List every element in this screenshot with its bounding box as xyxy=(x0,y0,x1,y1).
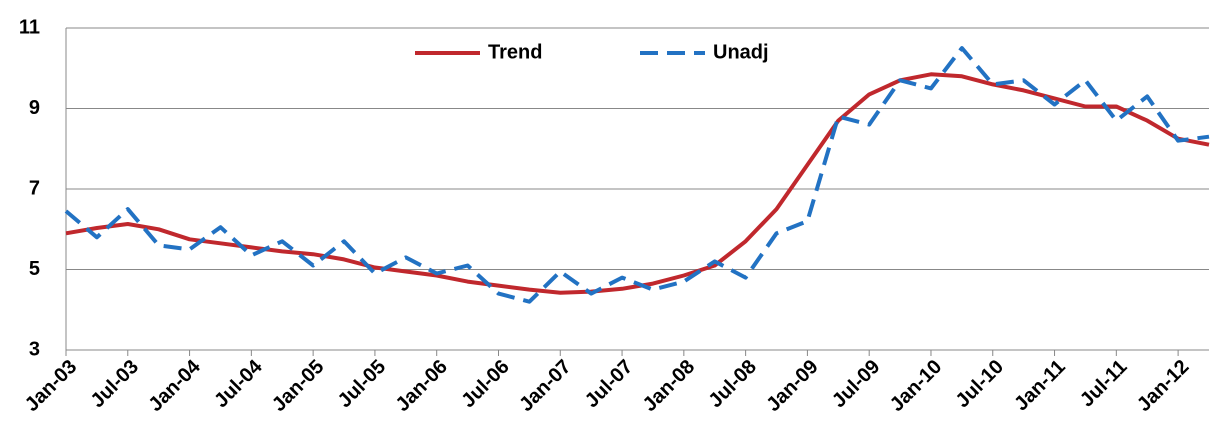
y-tick-label: 7 xyxy=(29,177,40,199)
x-tick-label: Jan-11 xyxy=(1010,356,1070,416)
x-tick-label: Jul-11 xyxy=(1076,356,1132,412)
x-tick-label: Jul-10 xyxy=(952,356,1008,412)
x-tick-label: Jan-06 xyxy=(392,356,452,416)
x-tick-label: Jul-03 xyxy=(87,356,143,412)
x-tick-label: Jan-08 xyxy=(639,356,699,416)
y-tick-label: 11 xyxy=(19,16,40,38)
x-tick-label: Jan-07 xyxy=(515,356,575,416)
x-tick-label: Jul-07 xyxy=(581,356,637,412)
x-tick-label: Jan-03 xyxy=(21,356,81,416)
legend-label: Unadj xyxy=(713,41,769,63)
y-tick-label: 9 xyxy=(29,97,40,119)
x-tick-label: Jan-10 xyxy=(886,356,946,416)
x-tick-label: Jan-12 xyxy=(1133,356,1193,416)
x-tick-label: Jul-06 xyxy=(457,356,513,412)
x-tick-label: Jan-05 xyxy=(268,356,328,416)
x-tick-label: Jul-04 xyxy=(210,355,267,412)
y-tick-label: 3 xyxy=(29,338,40,360)
x-tick-label: Jul-09 xyxy=(828,356,884,412)
series-line xyxy=(65,72,1210,295)
x-tick-label: Jan-09 xyxy=(762,356,822,416)
x-tick-label: Jan-04 xyxy=(144,355,205,416)
legend-label: Trend xyxy=(488,41,542,63)
series-line xyxy=(64,46,1210,304)
x-tick-label: Jul-08 xyxy=(704,356,760,412)
y-tick-label: 5 xyxy=(29,258,40,280)
x-tick-label: Jul-05 xyxy=(334,356,390,412)
